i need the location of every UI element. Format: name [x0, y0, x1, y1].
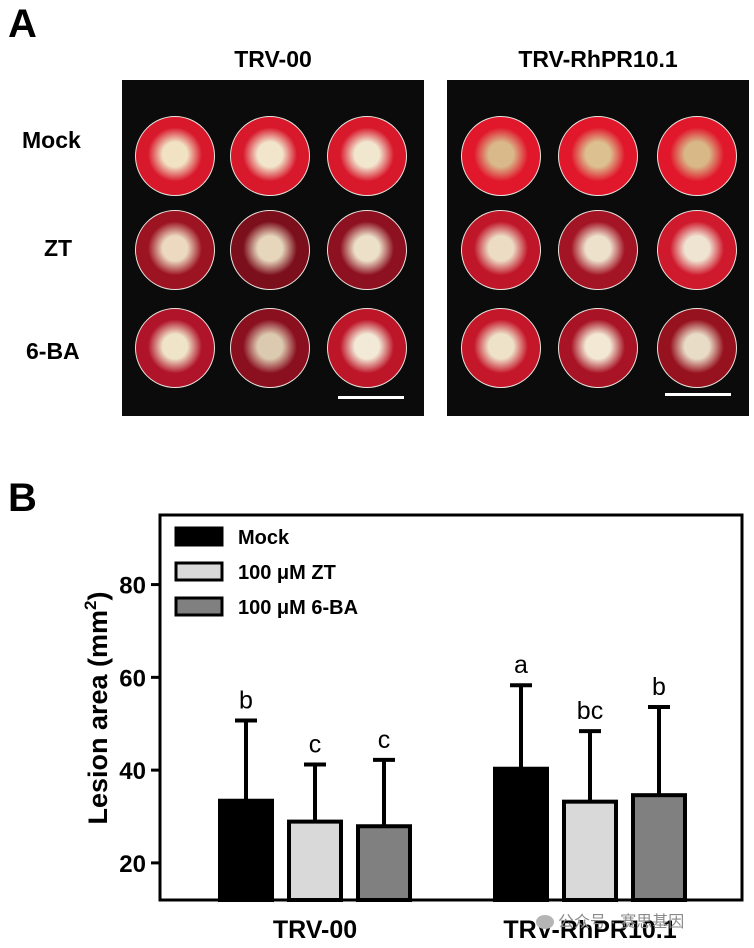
y-tick-label: 40: [119, 758, 146, 785]
watermark-text: 公众号 · 赛思基因: [558, 914, 685, 931]
leaf-disc: [657, 308, 737, 388]
leaf-disc: [327, 210, 407, 290]
leaf-disc: [327, 116, 407, 196]
scale-bar: [338, 396, 404, 399]
row-label-6-ba: 6-BA: [26, 338, 80, 364]
bar: [562, 799, 618, 903]
leaf-disc: [558, 116, 638, 196]
bar: [287, 819, 343, 903]
scale-bar: [665, 393, 731, 396]
leaf-disc: [461, 116, 541, 196]
leaf-disc: [461, 308, 541, 388]
row-label-mock: Mock: [22, 127, 81, 153]
bar: [493, 766, 549, 903]
leaf-disc: [558, 308, 638, 388]
significance-letter: a: [514, 651, 528, 679]
legend-swatch: [174, 561, 224, 582]
watermark: 公众号 · 赛思基因: [536, 908, 684, 932]
leaf-disc: [327, 308, 407, 388]
bar: [356, 824, 412, 903]
plot-frame: [158, 513, 744, 902]
panel-a-label: A: [8, 2, 37, 46]
x-category-label: TRV-RhPR10.1: [503, 916, 676, 944]
y-tick-label: 60: [119, 665, 146, 692]
y-axis-label-end: ): [83, 591, 113, 600]
leaf-disc: [135, 116, 215, 196]
legend-label: 100 μM ZT: [238, 562, 336, 584]
y-tick-label: 20: [119, 851, 146, 878]
significance-letter: c: [378, 726, 391, 754]
leaf-disc: [558, 210, 638, 290]
bar: [631, 793, 687, 903]
y-axis-label-main: Lesion area (mm: [83, 610, 113, 825]
legend-label: 100 μM 6-BA: [238, 597, 358, 619]
leaf-disc: [461, 210, 541, 290]
column-title-trv-rhpr10-1: TRV-RhPR10.1: [518, 46, 678, 72]
leaf-disc: [657, 116, 737, 196]
leaf-disc: [230, 308, 310, 388]
bar: [218, 798, 274, 902]
significance-letter: b: [652, 673, 666, 701]
leaf-disc: [230, 116, 310, 196]
leaf-disc: [230, 210, 310, 290]
leaf-disc: [135, 308, 215, 388]
significance-letter: c: [309, 731, 322, 759]
photo-trv-00: [122, 80, 424, 416]
y-tick-label: 80: [119, 573, 146, 600]
photo-trv-rhpr10-1: [447, 80, 749, 416]
panel-b-label: B: [8, 476, 37, 520]
row-label-zt: ZT: [44, 235, 73, 261]
significance-letter: bc: [577, 697, 603, 725]
legend-swatch: [174, 596, 224, 617]
x-category-label: TRV-00: [273, 916, 357, 944]
legend-swatch: [174, 526, 224, 547]
wechat-icon: [536, 915, 554, 929]
column-title-trv-00: TRV-00: [234, 46, 312, 72]
y-axis-label: Lesion area (mm2): [81, 591, 113, 824]
leaf-disc: [135, 210, 215, 290]
leaf-disc: [657, 210, 737, 290]
y-axis-label-sup: 2: [81, 600, 100, 609]
significance-letter: b: [239, 686, 253, 714]
legend-label: Mock: [238, 527, 290, 549]
